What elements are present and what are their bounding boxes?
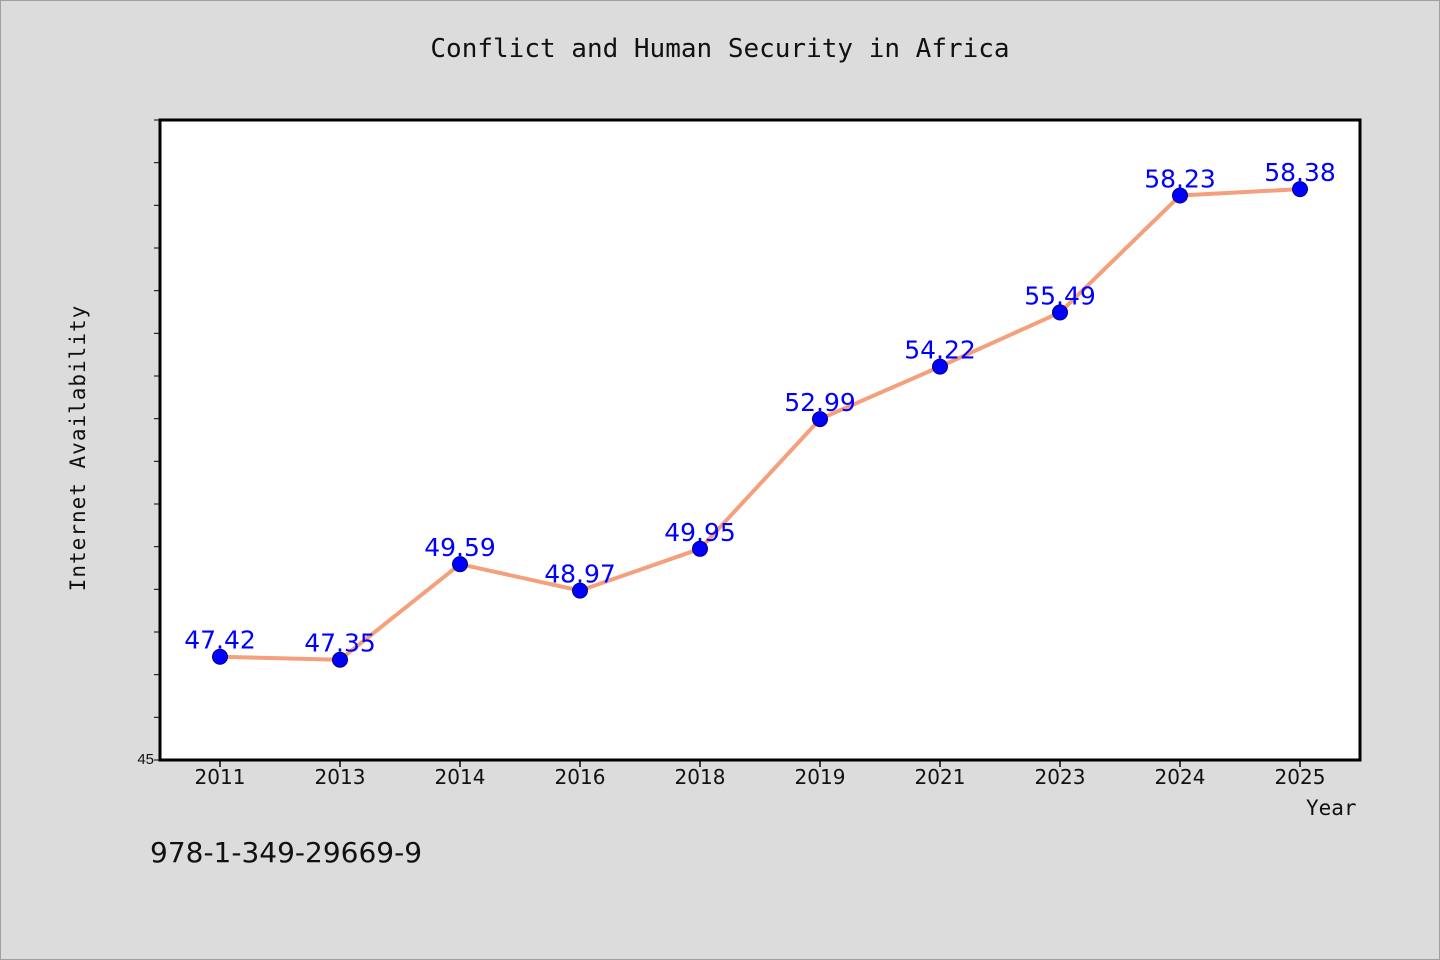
plot-area [158, 118, 1362, 762]
y-tick-label: 45 [137, 751, 154, 768]
data-label: 55.49 [1024, 281, 1096, 310]
data-label: 47.35 [304, 629, 376, 658]
x-tick-label: 2011 [195, 765, 246, 789]
x-tick-label: 2024 [1155, 765, 1206, 789]
x-tick-label: 2016 [555, 765, 606, 789]
data-label: 47.42 [184, 626, 256, 655]
x-tick-label: 2018 [675, 765, 726, 789]
data-point [932, 358, 948, 375]
data-point [1172, 187, 1188, 204]
series-line [219, 187, 1301, 662]
data-point [452, 556, 468, 573]
x-tick-label: 2013 [315, 765, 366, 789]
data-label: 49.59 [424, 533, 496, 562]
footer-code: 978-1-349-29669-9 [150, 836, 423, 869]
data-label: 52.99 [784, 388, 856, 417]
data-label: 58.23 [1144, 165, 1216, 194]
data-label: 58.38 [1264, 158, 1336, 187]
x-tick-label: 2023 [1035, 765, 1086, 789]
x-tick-label: 2014 [435, 765, 486, 789]
data-point [572, 582, 588, 599]
chart-title: Conflict and Human Security in Africa [430, 34, 1010, 64]
x-axis-label: Year [1306, 796, 1357, 820]
data-point [1292, 181, 1308, 198]
data-point [1052, 304, 1068, 321]
data-point [812, 411, 828, 428]
x-tick-label: 2021 [915, 765, 966, 789]
data-point [692, 540, 708, 557]
data-label: 49.95 [664, 518, 736, 547]
x-tick-label: 2025 [1275, 765, 1326, 789]
x-tick-label: 2019 [795, 765, 846, 789]
data-label: 48.97 [544, 560, 616, 589]
data-point [332, 651, 348, 668]
data-label: 54.22 [904, 336, 976, 365]
data-point [212, 648, 228, 665]
